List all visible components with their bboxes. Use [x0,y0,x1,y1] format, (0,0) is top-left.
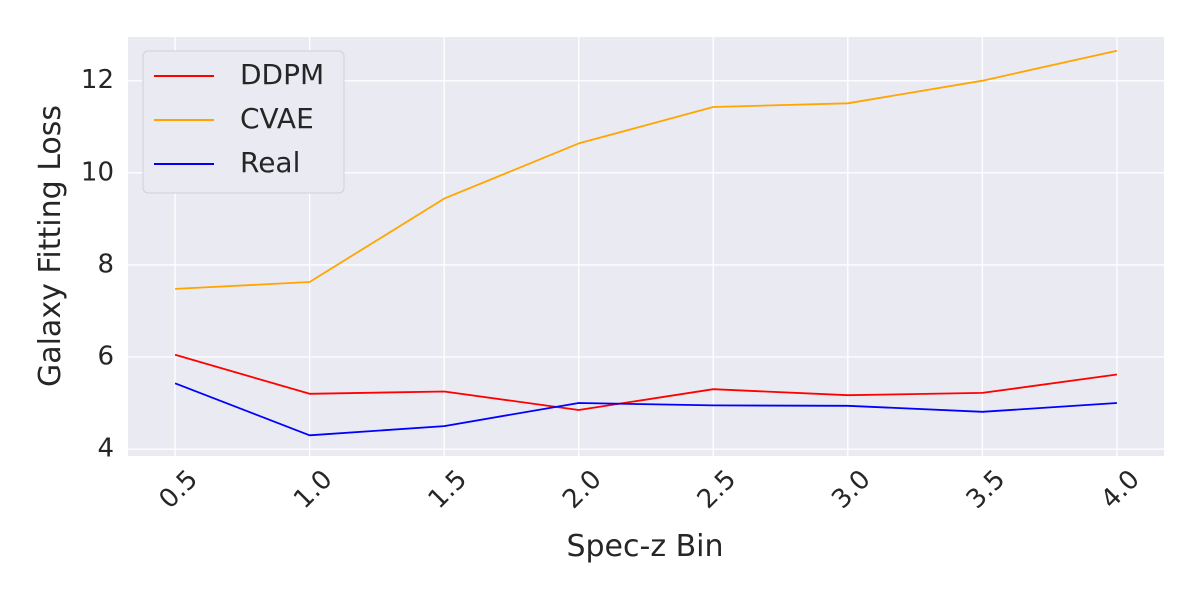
x-tick-label: 3.0 [826,464,876,514]
x-tick-label: 1.5 [423,464,473,514]
legend-label-real: Real [240,146,300,179]
legend-box [142,50,345,194]
legend-label-ddpm: DDPM [240,58,324,91]
series-line-real [174,382,1117,437]
legend-label-cvae: CVAE [240,102,314,135]
x-tick-label: 1.0 [288,464,338,514]
grid-layer [128,37,1164,456]
x-tick-label: 2.5 [692,464,742,514]
x-axis-title: Spec-z Bin [566,529,723,564]
y-tick-label: 4 [97,434,114,464]
series-layer [174,49,1118,437]
x-tick-label: 0.5 [154,464,204,514]
x-tick-label: 4.0 [1095,464,1145,514]
legend: DDPM CVAE Real [142,50,345,194]
x-tick-label: 2.0 [557,464,607,514]
y-tick-label: 10 [81,157,114,187]
y-tick-label: 12 [81,65,114,95]
x-tick-label: 3.5 [961,464,1011,514]
series-line-ddpm [174,353,1118,411]
y-tick-label: 8 [97,249,114,279]
series-line-cvae [175,49,1118,290]
y-tick-label: 6 [97,342,114,372]
y-axis-title: Galaxy Fitting Loss [33,105,68,387]
